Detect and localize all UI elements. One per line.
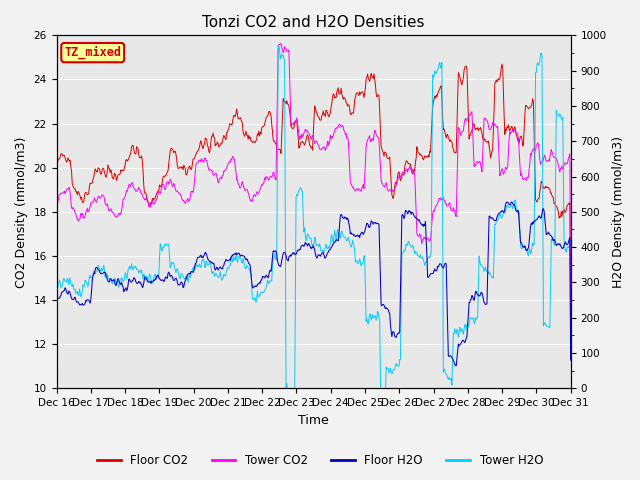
X-axis label: Time: Time xyxy=(298,414,329,427)
Y-axis label: H2O Density (mmol/m3): H2O Density (mmol/m3) xyxy=(612,136,625,288)
Legend: Floor CO2, Tower CO2, Floor H2O, Tower H2O: Floor CO2, Tower CO2, Floor H2O, Tower H… xyxy=(92,449,548,472)
Text: TZ_mixed: TZ_mixed xyxy=(64,46,121,60)
Y-axis label: CO2 Density (mmol/m3): CO2 Density (mmol/m3) xyxy=(15,136,28,288)
Title: Tonzi CO2 and H2O Densities: Tonzi CO2 and H2O Densities xyxy=(202,15,425,30)
